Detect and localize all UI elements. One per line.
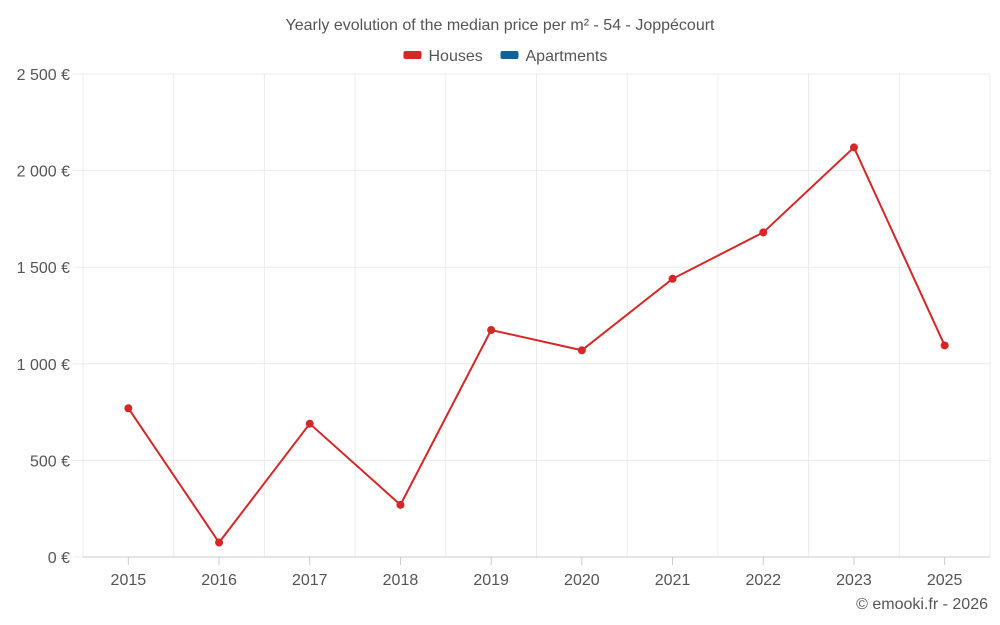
- x-tick-label: 2019: [473, 572, 509, 589]
- y-tick-label: 2 500 €: [17, 67, 70, 84]
- data-point[interactable]: [305, 419, 314, 428]
- data-point[interactable]: [940, 341, 949, 350]
- x-tick-label: 2017: [292, 572, 328, 589]
- x-axis-labels: 2015 2016 2017 2018 2019 2020 2021 2022 2023 2025: [111, 557, 963, 589]
- data-point[interactable]: [849, 143, 858, 152]
- x-tick-label: 2018: [383, 572, 419, 589]
- series-layer: [124, 143, 949, 547]
- x-tick-label: 2021: [655, 572, 691, 589]
- chart-title: Yearly evolution of the median price per…: [286, 17, 716, 34]
- x-tick-label: 2020: [564, 572, 600, 589]
- legend-swatch: [500, 51, 519, 59]
- legend-label[interactable]: Apartments: [526, 48, 608, 65]
- x-gridlines: [82, 74, 991, 557]
- y-tick-label: 1 000 €: [17, 357, 70, 374]
- x-tick-label: 2016: [201, 572, 237, 589]
- data-point[interactable]: [396, 500, 405, 509]
- y-tick-label: 1 500 €: [17, 260, 70, 277]
- legend: Houses Apartments: [403, 48, 608, 65]
- data-point[interactable]: [577, 346, 586, 355]
- data-point[interactable]: [668, 274, 677, 283]
- y-tick-label: 0 €: [48, 550, 70, 567]
- y-axis-labels: 0 € 500 € 1 000 € 1 500 € 2 000 € 2 500 €: [17, 67, 70, 567]
- x-tick-label: 2023: [836, 572, 872, 589]
- copyright-text: © emooki.fr - 2026: [856, 596, 988, 613]
- data-point[interactable]: [759, 228, 768, 237]
- legend-label[interactable]: Houses: [429, 48, 483, 65]
- x-tick-label: 2025: [927, 572, 963, 589]
- y-gridlines: [73, 73, 990, 558]
- y-tick-label: 2 000 €: [17, 164, 70, 181]
- data-point[interactable]: [124, 404, 133, 413]
- series-line-houses: [127, 145, 946, 545]
- y-tick-label: 500 €: [30, 453, 70, 470]
- legend-swatch: [403, 51, 422, 59]
- data-point[interactable]: [487, 325, 496, 334]
- data-point[interactable]: [215, 538, 224, 547]
- x-tick-label: 2022: [745, 572, 781, 589]
- x-tick-label: 2015: [111, 572, 147, 589]
